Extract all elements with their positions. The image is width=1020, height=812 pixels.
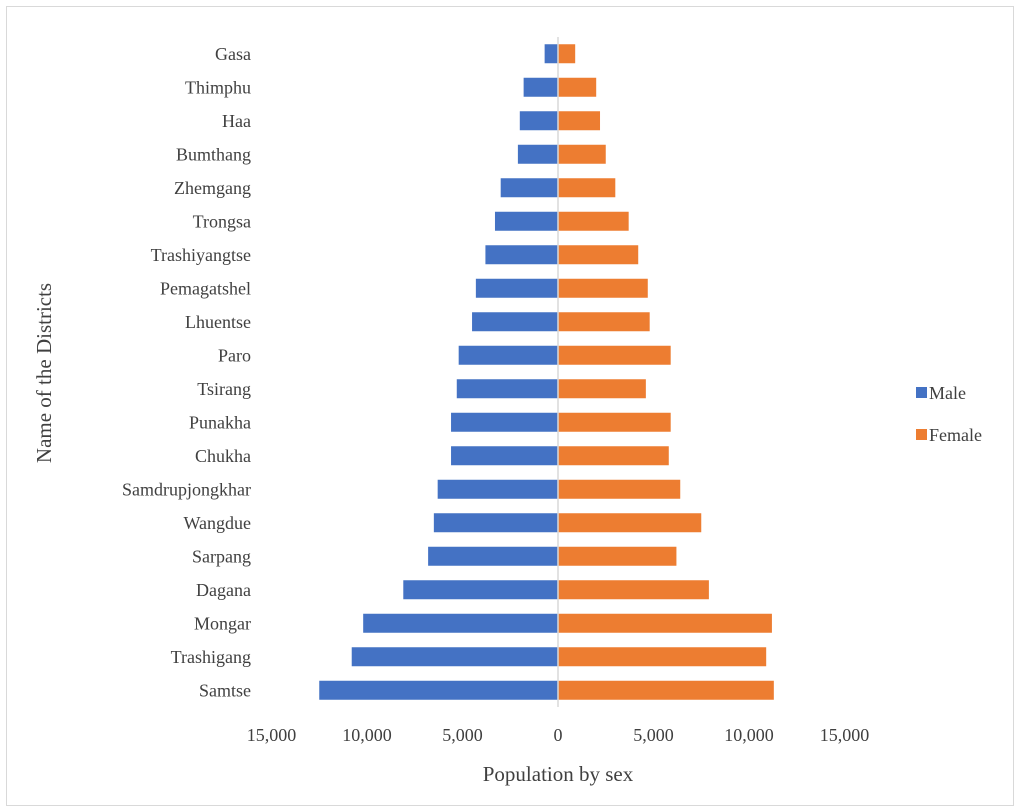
category-label: Trashiyangtse [151,245,251,265]
x-tick-label: 0 [554,725,563,745]
bar-female-paro [558,345,671,365]
category-label: Mongar [194,613,251,633]
x-tick-labels: 15,000 10,000 5,000 0 5,000 10,000 15,000 [247,725,870,745]
bar-male-chukha [451,446,558,466]
category-label: Chukha [195,446,251,466]
population-pyramid-chart: Gasa Thimphu Haa Bumthang Zhemgang Trongsa Tra… [32,37,982,786]
x-tick-label: 5,000 [633,725,674,745]
bar-female-chukha [558,446,669,466]
bar-female-gasa [558,44,576,64]
x-tick-label: 10,000 [342,725,392,745]
x-tick-label: 10,000 [724,725,774,745]
category-label: Pemagatshel [160,278,251,298]
bar-male-trashiyangtse [485,245,558,265]
category-label: Sarpang [192,546,251,566]
x-tick-label: 15,000 [247,725,297,745]
bar-male-dagana [403,580,558,600]
bar-female-trashigang [558,647,767,667]
bar-male-gasa [544,44,558,64]
bar-female-zhemgang [558,178,616,198]
bar-male-haa [519,111,558,131]
bar-male-samdrupjongkhar [437,479,558,499]
category-label: Tsirang [197,379,251,399]
bar-male-mongar [363,613,558,633]
legend: Male Female [916,383,982,445]
x-axis-title: Population by sex [483,762,634,786]
category-label: Trongsa [193,211,251,231]
category-label: Bumthang [176,144,251,164]
bar-male-pemagatshel [475,278,558,298]
category-label: Paro [218,345,251,365]
bar-male-sarpang [428,546,558,566]
category-label: Lhuentse [185,312,251,332]
bar-female-haa [558,111,601,131]
y-axis-title: Name of the Districts [32,283,56,463]
bar-female-samtse [558,680,774,700]
legend-label-male: Male [929,383,966,403]
legend-label-female: Female [929,425,982,445]
bar-female-trashiyangtse [558,245,639,265]
bar-male-lhuentse [472,312,558,332]
category-label: Haa [222,111,251,131]
category-label: Gasa [215,44,251,64]
bar-female-tsirang [558,379,646,399]
bars-layer [319,44,774,700]
bar-female-trongsa [558,211,629,231]
category-label: Samtse [199,680,251,700]
category-label: Thimphu [185,77,251,97]
bar-male-thimphu [523,77,558,97]
category-label: Trashigang [171,647,251,667]
bar-male-trashigang [351,647,558,667]
bar-female-bumthang [558,144,606,164]
bar-female-lhuentse [558,312,650,332]
bar-male-trongsa [494,211,558,231]
bar-male-punakha [451,412,558,432]
bar-male-wangdue [433,513,558,533]
category-label: Wangdue [183,513,251,533]
category-label: Punakha [189,412,251,432]
category-label: Zhemgang [174,178,251,198]
category-labels: Gasa Thimphu Haa Bumthang Zhemgang Trongsa Tra… [122,44,251,701]
legend-swatch-male [916,387,927,398]
chart-frame: Gasa Thimphu Haa Bumthang Zhemgang Trongsa Tra… [6,6,1014,806]
x-tick-label: 5,000 [442,725,483,745]
bar-female-dagana [558,580,709,600]
legend-swatch-female [916,429,927,440]
bar-male-bumthang [517,144,558,164]
bar-female-sarpang [558,546,677,566]
bar-male-paro [458,345,558,365]
bar-male-zhemgang [500,178,558,198]
category-label: Dagana [196,580,251,600]
category-label: Samdrupjongkhar [122,479,251,499]
bar-female-mongar [558,613,772,633]
bar-female-wangdue [558,513,702,533]
bar-female-thimphu [558,77,597,97]
bar-female-pemagatshel [558,278,648,298]
bar-female-punakha [558,412,671,432]
x-tick-label: 15,000 [820,725,870,745]
bar-male-samtse [319,680,558,700]
bar-female-samdrupjongkhar [558,479,681,499]
bar-male-tsirang [456,379,558,399]
